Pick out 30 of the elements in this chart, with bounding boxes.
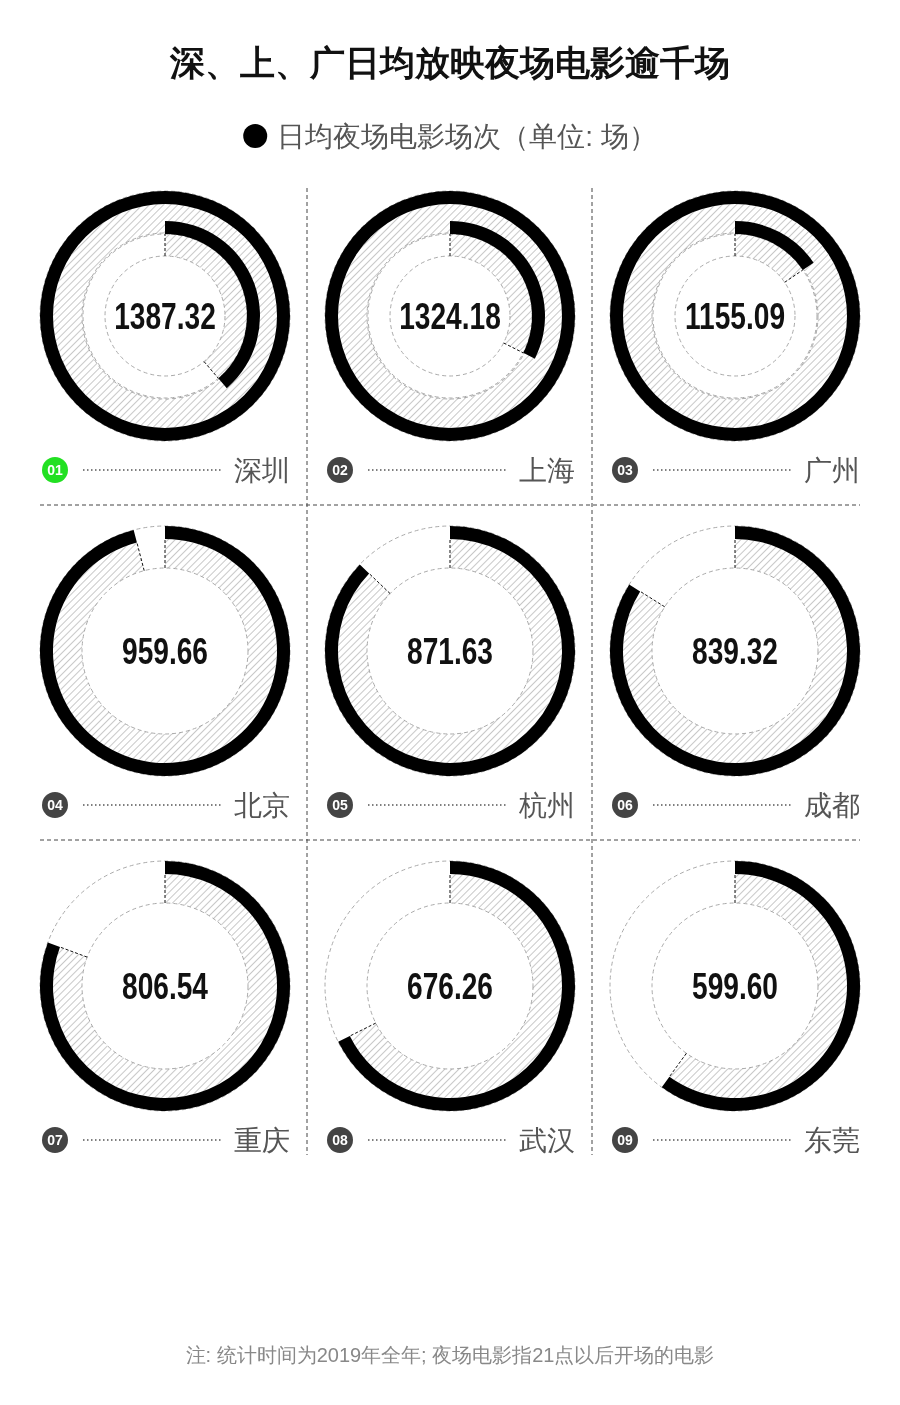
- rank-label: 02: [332, 462, 348, 478]
- rank-label: 01: [47, 462, 63, 478]
- rank-label: 04: [47, 797, 63, 813]
- category-label: 杭州: [519, 790, 575, 821]
- rank-label: 08: [332, 1132, 348, 1148]
- category-label: 东莞: [804, 1125, 860, 1156]
- rank-label: 03: [617, 462, 633, 478]
- data-label: 1324.18: [399, 295, 501, 337]
- data-label: 871.63: [407, 630, 493, 672]
- category-label: 上海: [519, 455, 575, 486]
- category-label: 北京: [234, 790, 290, 821]
- title: 深、上、广日均放映夜场电影逾千场: [170, 43, 730, 82]
- data-label: 1155.09: [684, 295, 786, 337]
- data-label: 806.54: [122, 965, 208, 1007]
- legend-label: 日均夜场电影场次（单位: 场）: [277, 121, 657, 152]
- rank-label: 05: [332, 797, 348, 813]
- rank-label: 06: [617, 797, 633, 813]
- category-label: 深圳: [234, 455, 290, 486]
- data-label: 959.66: [122, 630, 208, 672]
- annotation: 注: 统计时间为2019年全年; 夜场电影指21点以后开场的电影: [185, 1344, 715, 1366]
- category-label: 重庆: [234, 1125, 290, 1156]
- category-label: 武汉: [519, 1125, 575, 1156]
- data-label: 839.32: [692, 630, 778, 672]
- data-label: 599.60: [692, 965, 778, 1007]
- category-label: 成都: [804, 790, 860, 821]
- category-label: 广州: [804, 455, 860, 486]
- data-label: 1387.32: [114, 295, 216, 337]
- data-label: 676.26: [407, 965, 493, 1007]
- rank-label: 07: [47, 1132, 63, 1148]
- rank-label: 09: [617, 1132, 633, 1148]
